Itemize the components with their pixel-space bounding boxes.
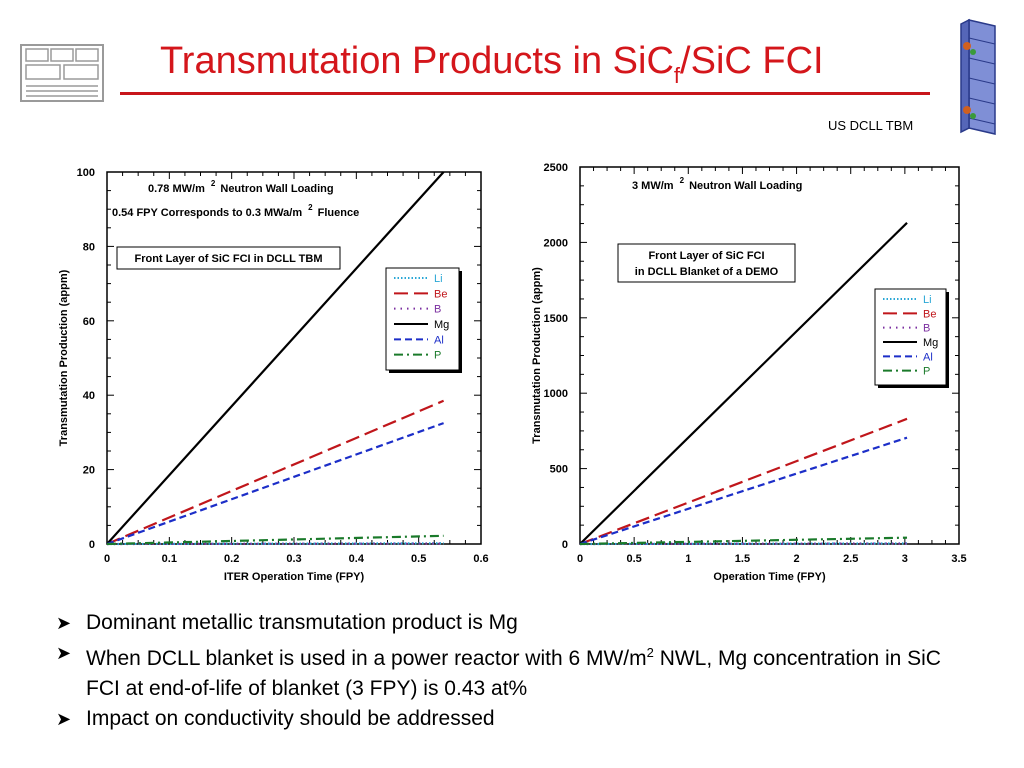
legend-label: Al — [434, 334, 444, 346]
label-box-text: in DCLL Blanket of a DEMO — [635, 266, 779, 278]
title-main: Transmutation Products in SiC — [160, 40, 674, 82]
x-tick-label: 0.5 — [626, 553, 641, 565]
series-line-be — [106, 399, 445, 546]
legend-box — [874, 288, 947, 386]
label-box-text: Front Layer of SiC FCI in DCLL TBM — [134, 253, 322, 265]
slide-title: Transmutation Products in SiCf/SiC FCI — [160, 40, 824, 89]
y-tick-label: 100 — [77, 167, 95, 179]
legend-label: Li — [923, 294, 932, 306]
bullet-item: ➤ Impact on conductivity should be addres… — [56, 704, 956, 734]
y-tick-label: 500 — [550, 464, 568, 476]
tbm-device-icon — [960, 18, 996, 135]
legend-label: B — [923, 323, 930, 335]
series-line-mg — [106, 171, 445, 545]
x-tick-label: 0 — [104, 553, 110, 565]
x-tick-label: 2 — [794, 553, 800, 565]
arrow-bullet-icon: ➤ — [56, 613, 72, 633]
series-line-p — [106, 534, 444, 546]
y-tick-label: 2500 — [544, 162, 568, 174]
y-tick-label: 0 — [89, 539, 95, 551]
y-tick-label: 20 — [83, 465, 95, 477]
chart-annotation: 0.78 MW/m 2 Neutron Wall Loading — [148, 179, 334, 195]
bullet-item: ➤ When DCLL blanket is used in a power re… — [56, 638, 956, 704]
legend-label: Be — [923, 308, 936, 320]
x-tick-label: 0.2 — [224, 553, 239, 565]
series-line-mg — [579, 222, 908, 545]
x-axis-label: ITER Operation Time (FPY) — [224, 571, 365, 583]
x-tick-label: 0.6 — [473, 553, 488, 565]
x-tick-label: 0.3 — [286, 553, 301, 565]
chart-right: 0 0.5 1 1.5 2 2.5 3 3.5 0 500 1000 1500 2000 2500 Oper… — [531, 162, 967, 583]
y-tick-label: 2000 — [544, 237, 568, 249]
x-tick-label: 1 — [685, 553, 691, 565]
y-tick-label: 40 — [83, 390, 95, 402]
legend-label: Be — [434, 288, 447, 300]
chart-annotation: 3 MW/m 2 Neutron Wall Loading — [632, 176, 802, 192]
series-line-al — [106, 422, 444, 546]
slide-subtitle: US DCLL TBM — [828, 118, 914, 133]
y-tick-label: 1000 — [544, 388, 568, 400]
series-line-be — [579, 417, 908, 546]
label-box — [116, 246, 341, 270]
x-tick-label: 0 — [577, 553, 583, 565]
legend-box — [385, 267, 460, 371]
x-tick-label: 3 — [902, 553, 908, 565]
x-axis-label: Operation Time (FPY) — [713, 571, 826, 583]
chart-annotation: 0.54 FPY Corresponds to 0.3 MWa/m 2 Fluen… — [112, 203, 359, 219]
x-tick-label: 0.1 — [162, 553, 177, 565]
bullet-item: ➤ Dominant metallic transmutation product… — [56, 608, 956, 638]
y-axis-label: Transmutation Production (appm) — [531, 267, 543, 444]
y-axis-label: Transmutation Production (appm) — [58, 269, 70, 446]
label-box-text: Front Layer of SiC FCI — [648, 250, 764, 262]
legend-label: Li — [434, 273, 443, 285]
x-tick-label: 2.5 — [843, 553, 858, 565]
series-line-al — [579, 436, 908, 546]
chart-left: 0 0.1 0.2 0.3 0.4 0.5 0.6 0 20 40 60 80 100 ITER Oper… — [58, 167, 489, 583]
y-tick-label: 60 — [83, 316, 95, 328]
title-subscript: f — [673, 63, 681, 88]
title-tail: /SiC FCI — [680, 40, 824, 82]
x-tick-label: 3.5 — [951, 553, 966, 565]
legend-label: P — [434, 350, 441, 362]
label-box — [617, 243, 796, 283]
y-tick-label: 0 — [562, 539, 568, 551]
arrow-bullet-icon: ➤ — [56, 643, 72, 663]
legend-label: Mg — [434, 319, 449, 331]
y-tick-label: 80 — [83, 241, 95, 253]
x-tick-label: 1.5 — [735, 553, 750, 565]
logo-icon — [20, 44, 104, 102]
legend-label: P — [923, 366, 930, 378]
legend-label: Mg — [923, 337, 938, 349]
y-tick-label: 1500 — [544, 313, 568, 325]
legend-label: B — [434, 304, 441, 316]
legend-label: Al — [923, 351, 933, 363]
title-underline — [120, 92, 930, 95]
bullet-list: ➤ Dominant metallic transmutation product… — [56, 608, 956, 734]
arrow-bullet-icon: ➤ — [56, 709, 72, 729]
x-tick-label: 0.4 — [349, 553, 365, 565]
x-tick-label: 0.5 — [411, 553, 426, 565]
series-line-p — [579, 536, 908, 546]
